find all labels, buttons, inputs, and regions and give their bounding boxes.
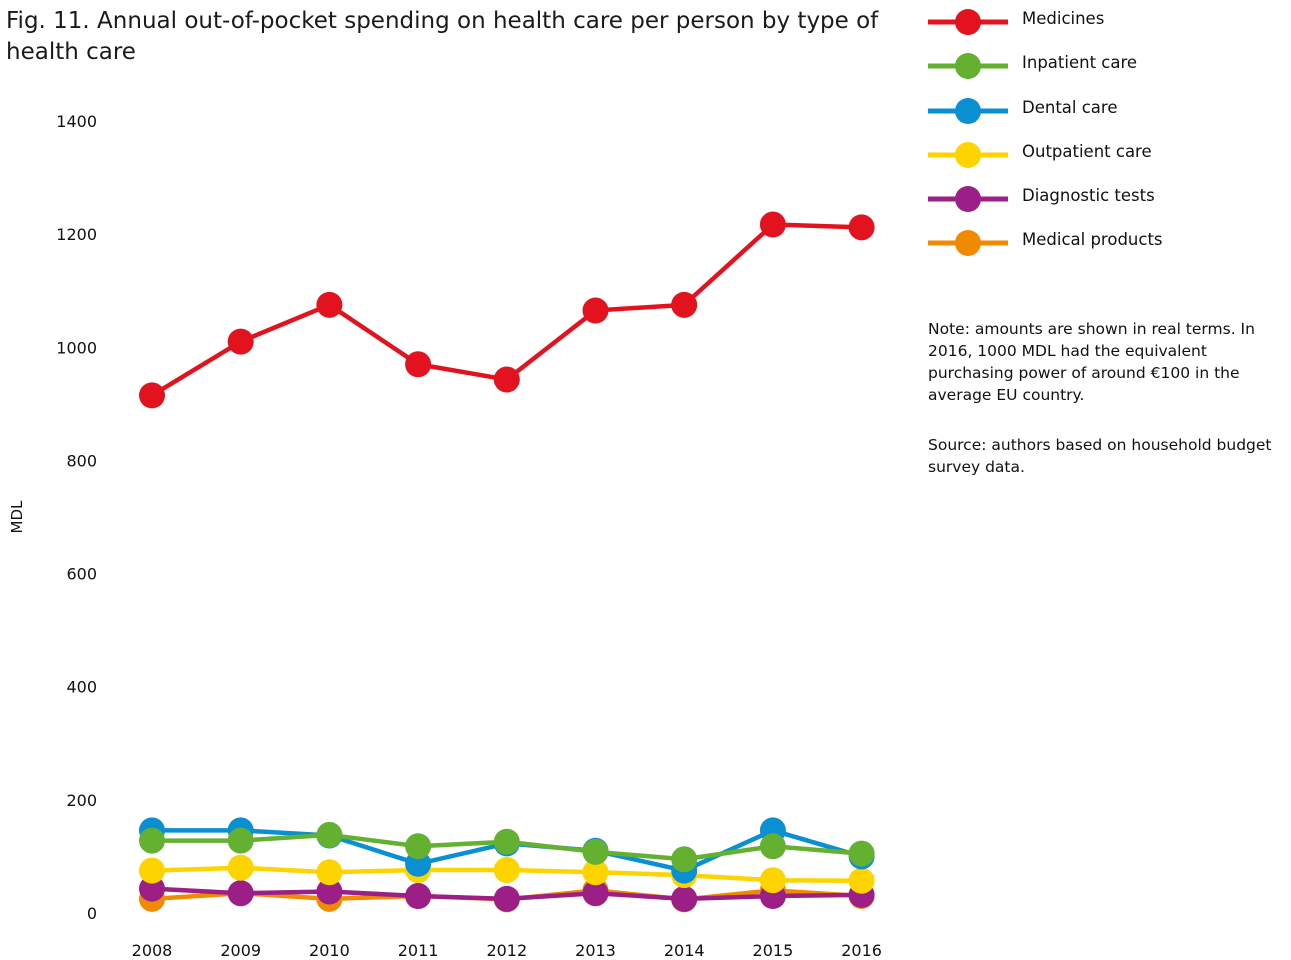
legend-marker [955, 141, 981, 168]
source-text: Source: authors based on household budge… [928, 436, 1272, 476]
legend-swatch [928, 53, 1008, 80]
data-point [759, 211, 786, 238]
data-point [493, 857, 520, 884]
data-point [582, 880, 609, 907]
data-point [582, 838, 609, 865]
legend-swatch [928, 230, 1008, 257]
y-tick-label: 800 [66, 451, 97, 470]
note-text: Note: amounts are shown in real terms. I… [928, 320, 1255, 404]
legend-label: Diagnostic tests [1022, 186, 1155, 206]
y-axis: 0 200 400 600 800 1000 1200 1400 [56, 112, 97, 923]
legend-swatch [928, 97, 1008, 124]
series-inpatient-care [139, 821, 875, 873]
data-point [139, 827, 165, 854]
legend-marker [955, 97, 981, 124]
x-tick-label: 2009 [220, 941, 261, 960]
data-point [139, 382, 165, 409]
y-tick-label: 0 [87, 904, 97, 923]
y-tick-label: 1400 [56, 112, 97, 131]
legend-item: Outpatient care [926, 135, 1286, 179]
legend-label: Medicines [1022, 9, 1105, 28]
data-point [316, 878, 343, 905]
y-tick-label: 200 [66, 791, 97, 810]
legend-marker [955, 9, 981, 35]
data-point [848, 214, 875, 241]
legend: Medicines Inpatient care Dental care Outpat… [926, 2, 1286, 268]
data-point [405, 833, 432, 860]
chart-title: Fig. 11. Annual out-of-pocket spending o… [6, 8, 879, 65]
legend-swatch [928, 141, 1008, 168]
data-point [759, 867, 786, 894]
y-axis-title: MDL [8, 500, 26, 533]
x-tick-label: 2010 [309, 941, 350, 960]
x-tick-label: 2013 [575, 941, 616, 960]
legend-swatch [928, 186, 1008, 213]
data-point [227, 854, 254, 881]
legend-item: Inpatient care [926, 46, 1286, 90]
data-point [671, 885, 698, 912]
legend-item: Dental care [926, 91, 1286, 135]
legend-swatch [928, 9, 1008, 35]
data-point [316, 291, 343, 318]
data-point [316, 859, 343, 886]
series-medicines [139, 211, 875, 409]
x-tick-label: 2012 [486, 941, 527, 960]
data-point [671, 291, 698, 318]
legend-label: Outpatient care [1022, 141, 1152, 161]
legend-marker [955, 230, 981, 257]
data-point [405, 351, 432, 378]
legend-marker [955, 53, 981, 80]
data-point [671, 846, 698, 873]
data-point [493, 828, 520, 855]
data-point [139, 875, 165, 902]
data-point [848, 867, 875, 894]
x-tick-label: 2011 [398, 941, 439, 960]
y-tick-label: 1200 [56, 225, 97, 244]
legend-label: Dental care [1022, 97, 1118, 117]
legend-marker [955, 186, 981, 213]
data-point [227, 880, 254, 907]
data-point [139, 857, 165, 884]
data-point [405, 883, 432, 910]
data-point [493, 366, 520, 393]
data-point [227, 827, 254, 854]
y-tick-label: 600 [66, 565, 97, 584]
legend-item: Diagnostic tests [926, 179, 1286, 223]
data-point [759, 833, 786, 860]
legend-label: Medical products [1022, 230, 1163, 250]
data-point [582, 859, 609, 886]
series-diagnostic-tests [139, 875, 875, 912]
legend-item: Medicines [926, 2, 1286, 46]
y-tick-label: 400 [66, 678, 97, 697]
legend-label: Inpatient care [1022, 53, 1138, 73]
data-point [582, 297, 609, 324]
series-layer [139, 211, 875, 913]
x-tick-label: 2015 [753, 941, 794, 960]
legend-item: Medical products [926, 223, 1286, 267]
data-point [316, 821, 343, 848]
x-tick-label: 2014 [664, 941, 705, 960]
data-point [848, 840, 875, 867]
x-tick-label: 2016 [841, 941, 882, 960]
x-tick-label: 2008 [132, 941, 173, 960]
data-point [493, 885, 520, 912]
y-tick-label: 1000 [56, 338, 97, 357]
data-point [227, 328, 254, 355]
x-axis: 2008 2009 2010 2011 2012 2013 2014 2015 2016 [132, 941, 882, 960]
